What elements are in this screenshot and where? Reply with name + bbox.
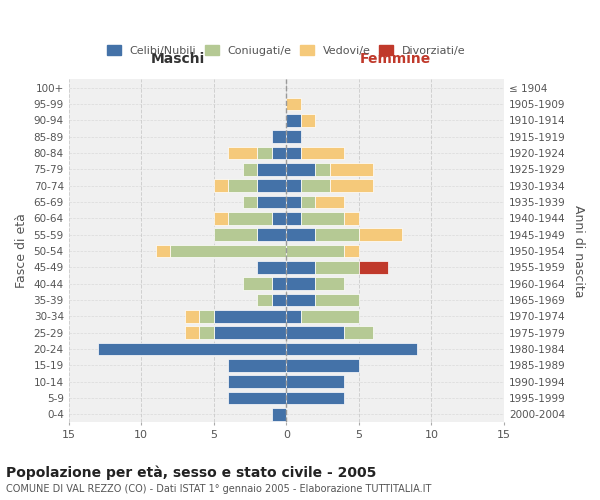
- Bar: [243, 277, 272, 290]
- Bar: [257, 180, 286, 192]
- Bar: [286, 261, 316, 274]
- Bar: [156, 244, 170, 258]
- Bar: [316, 163, 330, 175]
- Bar: [330, 180, 373, 192]
- Bar: [257, 146, 272, 160]
- Bar: [243, 163, 257, 175]
- Bar: [286, 212, 301, 224]
- Text: Femmine: Femmine: [359, 52, 431, 66]
- Bar: [185, 310, 199, 322]
- Bar: [301, 180, 330, 192]
- Bar: [286, 196, 301, 208]
- Bar: [257, 196, 286, 208]
- Bar: [286, 359, 359, 372]
- Bar: [214, 326, 286, 339]
- Bar: [98, 342, 286, 355]
- Bar: [228, 180, 257, 192]
- Bar: [301, 146, 344, 160]
- Bar: [257, 294, 272, 306]
- Bar: [359, 228, 403, 241]
- Bar: [286, 294, 316, 306]
- Bar: [301, 196, 316, 208]
- Bar: [286, 114, 301, 126]
- Bar: [316, 228, 359, 241]
- Bar: [272, 294, 286, 306]
- Bar: [286, 326, 344, 339]
- Bar: [199, 326, 214, 339]
- Bar: [301, 310, 359, 322]
- Bar: [214, 310, 286, 322]
- Y-axis label: Fasce di età: Fasce di età: [15, 214, 28, 288]
- Bar: [228, 375, 286, 388]
- Bar: [185, 326, 199, 339]
- Bar: [243, 196, 257, 208]
- Bar: [228, 146, 257, 160]
- Bar: [228, 392, 286, 404]
- Bar: [257, 228, 286, 241]
- Bar: [272, 277, 286, 290]
- Bar: [286, 310, 301, 322]
- Bar: [286, 146, 301, 160]
- Bar: [286, 180, 301, 192]
- Bar: [316, 277, 344, 290]
- Bar: [286, 98, 301, 110]
- Bar: [214, 180, 228, 192]
- Bar: [301, 212, 344, 224]
- Bar: [257, 261, 286, 274]
- Bar: [359, 261, 388, 274]
- Bar: [228, 212, 272, 224]
- Bar: [301, 114, 316, 126]
- Bar: [344, 212, 359, 224]
- Bar: [316, 261, 359, 274]
- Bar: [286, 342, 417, 355]
- Bar: [316, 196, 344, 208]
- Bar: [344, 326, 373, 339]
- Bar: [286, 130, 301, 143]
- Text: Maschi: Maschi: [151, 52, 205, 66]
- Bar: [316, 294, 359, 306]
- Bar: [286, 392, 344, 404]
- Legend: Celibi/Nubili, Coniugati/e, Vedovi/e, Divorziati/e: Celibi/Nubili, Coniugati/e, Vedovi/e, Di…: [103, 40, 470, 60]
- Bar: [272, 146, 286, 160]
- Bar: [214, 228, 257, 241]
- Bar: [344, 244, 359, 258]
- Bar: [272, 130, 286, 143]
- Bar: [286, 163, 316, 175]
- Bar: [228, 359, 286, 372]
- Bar: [257, 163, 286, 175]
- Bar: [330, 163, 373, 175]
- Bar: [286, 375, 344, 388]
- Bar: [272, 408, 286, 420]
- Bar: [286, 244, 344, 258]
- Bar: [272, 212, 286, 224]
- Y-axis label: Anni di nascita: Anni di nascita: [572, 204, 585, 297]
- Bar: [286, 277, 316, 290]
- Bar: [170, 244, 286, 258]
- Text: Popolazione per età, sesso e stato civile - 2005: Popolazione per età, sesso e stato civil…: [6, 465, 376, 479]
- Text: COMUNE DI VAL REZZO (CO) - Dati ISTAT 1° gennaio 2005 - Elaborazione TUTTITALIA.: COMUNE DI VAL REZZO (CO) - Dati ISTAT 1°…: [6, 484, 431, 494]
- Bar: [286, 228, 316, 241]
- Bar: [199, 310, 214, 322]
- Bar: [214, 212, 228, 224]
